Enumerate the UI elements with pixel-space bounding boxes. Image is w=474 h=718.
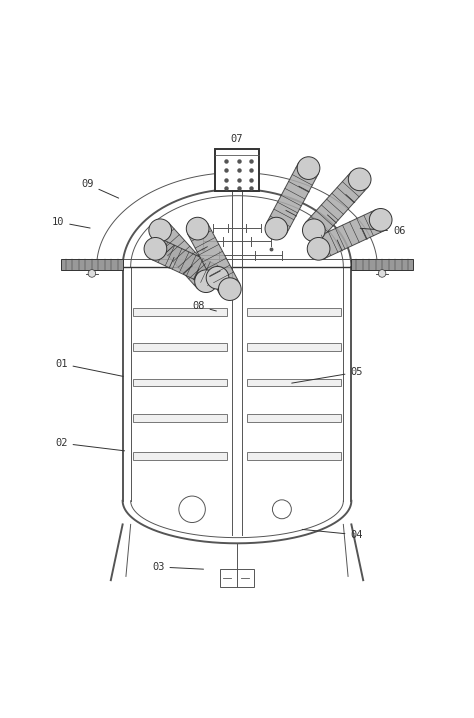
Bar (133, 414, 227, 422)
Bar (247, 308, 341, 315)
Text: 08: 08 (192, 301, 216, 311)
Circle shape (206, 266, 229, 289)
Circle shape (144, 238, 167, 260)
Text: 06: 06 (360, 226, 405, 236)
Bar (247, 452, 341, 460)
Text: 07: 07 (231, 134, 243, 153)
Circle shape (186, 218, 209, 240)
Circle shape (273, 500, 292, 518)
Circle shape (302, 219, 325, 241)
Circle shape (195, 270, 218, 292)
Bar (133, 343, 227, 351)
Text: 03: 03 (152, 562, 203, 572)
Circle shape (369, 208, 392, 231)
Circle shape (265, 218, 288, 240)
Bar (133, 452, 227, 460)
Circle shape (179, 496, 205, 523)
Text: 04: 04 (302, 529, 363, 540)
Text: 05: 05 (292, 367, 363, 383)
Bar (215, 149, 259, 192)
Bar (247, 379, 341, 386)
Circle shape (149, 219, 172, 241)
Bar (351, 259, 413, 270)
Circle shape (378, 270, 386, 277)
Polygon shape (188, 223, 240, 294)
Polygon shape (151, 238, 222, 288)
Circle shape (307, 238, 330, 260)
Bar (247, 343, 341, 351)
Circle shape (297, 157, 320, 180)
Text: 01: 01 (55, 359, 123, 376)
Bar (220, 569, 254, 587)
Polygon shape (152, 223, 214, 289)
Text: 09: 09 (81, 179, 118, 198)
Bar (133, 308, 227, 315)
Circle shape (219, 278, 241, 300)
Text: 10: 10 (52, 217, 90, 228)
Circle shape (88, 270, 96, 277)
Polygon shape (305, 172, 368, 238)
Polygon shape (314, 210, 385, 259)
Bar (61, 259, 123, 270)
Bar (247, 414, 341, 422)
Circle shape (348, 168, 371, 191)
Bar (133, 379, 227, 386)
Text: 02: 02 (55, 438, 125, 451)
Polygon shape (266, 163, 319, 234)
